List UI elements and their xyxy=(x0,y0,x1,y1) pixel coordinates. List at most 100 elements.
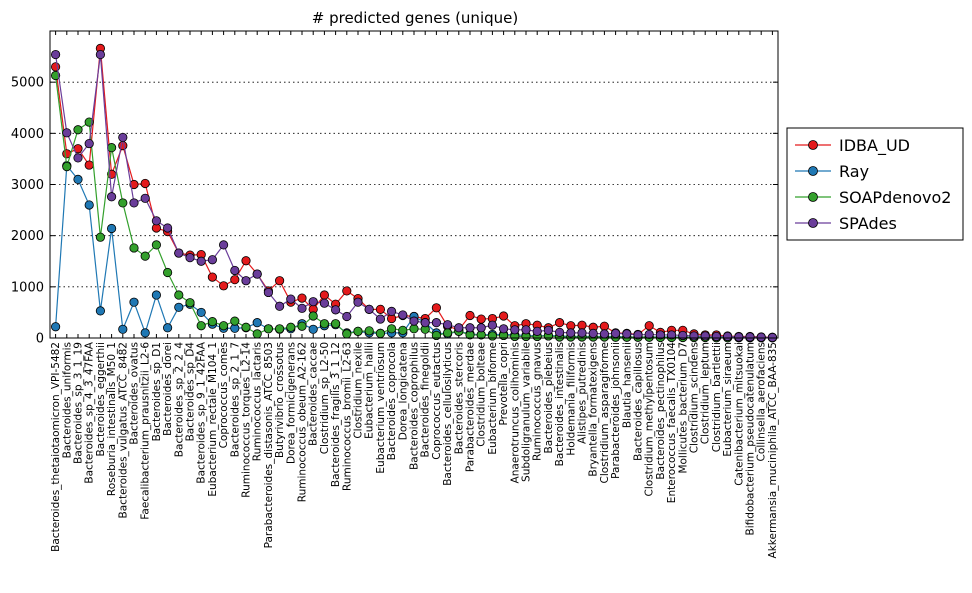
x-tick-label: Clostridium_sp_L2-50 xyxy=(319,342,331,454)
data-point-SOAPdenovo2 xyxy=(140,251,150,261)
data-point-SPAdes xyxy=(722,331,733,342)
data-point-SPAdes xyxy=(745,332,755,342)
data-point-SPAdes xyxy=(622,329,632,339)
data-point-SPAdes xyxy=(174,248,184,258)
data-point-SOAPdenovo2 xyxy=(386,324,397,334)
x-tick-label: Bacteroides_stercoris xyxy=(453,342,465,454)
x-tick-label: Holdemania_filiformis xyxy=(565,342,577,456)
data-point-IDBA_UD xyxy=(50,62,61,72)
y-tick-label: 2000 xyxy=(11,229,44,244)
data-point-SPAdes xyxy=(599,329,610,339)
legend-label: SOAPdenovo2 xyxy=(839,188,951,207)
data-point-SPAdes xyxy=(319,298,329,308)
data-point-SOAPdenovo2 xyxy=(342,329,352,339)
data-point-SPAdes xyxy=(95,49,106,60)
x-tick-label: Eubacterium_rectale_M104_1 xyxy=(207,342,219,497)
x-tick-label: Clostridium_bartlettii xyxy=(711,342,723,452)
y-tick-label: 3000 xyxy=(11,178,44,193)
x-tick-label: Bacteroides_finegoldii xyxy=(420,342,432,458)
x-tick-label: Eubacterium_biforme xyxy=(487,342,499,455)
data-point-SPAdes xyxy=(756,332,766,342)
data-point-SPAdes xyxy=(140,193,150,203)
data-point-SPAdes xyxy=(252,269,262,279)
data-point-IDBA_UD xyxy=(465,310,475,321)
series-line-IDBA_UD xyxy=(55,48,773,338)
x-tick-label: Bacteroides_intestinalis xyxy=(554,342,566,466)
data-point-SPAdes xyxy=(734,332,744,342)
data-point-SPAdes xyxy=(129,198,139,208)
data-point-IDBA_UD xyxy=(644,321,654,331)
x-tick-label: Clostridium_nexile xyxy=(353,342,365,439)
data-point-SPAdes xyxy=(73,153,83,163)
x-tick-label: Anaerotruncus_colihominis xyxy=(509,342,521,483)
x-tick-label: Clostridium_leptum xyxy=(700,342,712,444)
data-point-Ray xyxy=(84,200,94,210)
x-tick-label: Bacteroides_capillosus xyxy=(633,342,645,461)
data-point-Ray xyxy=(73,174,83,184)
data-point-SOAPdenovo2 xyxy=(129,243,139,253)
x-tick-label: Collinsella_aerofaciens xyxy=(756,342,768,461)
data-point-SOAPdenovo2 xyxy=(219,321,229,331)
data-point-SPAdes xyxy=(588,328,598,338)
x-tick-label: Clostridium_methylpentosum xyxy=(644,342,656,496)
data-point-SPAdes xyxy=(666,330,677,340)
legend-label: IDBA_UD xyxy=(839,136,910,156)
x-tick-label: Bacteroides_sp_3_1_19 xyxy=(73,342,85,464)
data-point-SOAPdenovo2 xyxy=(196,321,206,331)
x-tick-label: Ruminococcus_bromii_L2-63 xyxy=(341,342,353,491)
data-point-SOAPdenovo2 xyxy=(252,329,262,339)
x-tick-label: Bacteroides_dorei xyxy=(162,342,174,436)
data-point-SPAdes xyxy=(431,318,441,328)
x-tick-label: Bacteroides_coprocola xyxy=(386,342,398,460)
x-tick-label: Bacteroides_cellulosilyticus xyxy=(442,342,454,486)
y-tick-label: 5000 xyxy=(11,76,44,91)
data-point-SPAdes xyxy=(219,240,229,250)
data-point-SPAdes xyxy=(230,265,240,276)
x-tick-label: Eubacterium_siraeum xyxy=(722,342,734,457)
x-tick-label: Bacteroides_eggerthii xyxy=(95,342,107,456)
data-point-Ray xyxy=(140,328,150,338)
legend-marker xyxy=(808,166,818,176)
data-point-SPAdes xyxy=(644,329,654,340)
data-point-Ray xyxy=(196,307,206,318)
x-tick-label: Bacteroides_caccae xyxy=(308,342,320,446)
data-point-Ray xyxy=(118,324,128,334)
data-point-SPAdes xyxy=(398,310,408,320)
x-tick-label: Butyrivibrio_crossotus xyxy=(274,342,286,458)
data-point-IDBA_UD xyxy=(140,178,150,189)
x-tick-label: Bacteroides_vulgatus_ATCC_8482 xyxy=(117,342,129,518)
series-line-SOAPdenovo2 xyxy=(55,75,773,339)
legend-marker xyxy=(808,192,818,202)
data-point-SPAdes xyxy=(465,323,475,333)
x-tick-label: Ruminococcus_obeum_A2-162 xyxy=(297,342,309,502)
data-point-SOAPdenovo2 xyxy=(118,198,128,208)
data-point-IDBA_UD xyxy=(577,320,587,330)
data-point-SPAdes xyxy=(521,325,531,335)
x-tick-label: Clostridium_scindens xyxy=(689,342,701,453)
data-point-SOAPdenovo2 xyxy=(308,311,318,321)
x-tick-label: Parabacteroides_distasonis_ATCC_8503 xyxy=(263,342,275,548)
x-tick-label: Bacteroides_sp_D1 xyxy=(151,342,163,441)
data-point-SPAdes xyxy=(62,128,72,138)
x-tick-label: Bacteroides_coprophilus xyxy=(409,342,421,470)
data-point-IDBA_UD xyxy=(554,318,565,328)
y-tick-label: 4000 xyxy=(11,127,44,142)
data-point-SPAdes xyxy=(353,297,363,307)
x-tick-label: Bacteroides_ovatus xyxy=(129,342,141,445)
data-point-SPAdes xyxy=(633,330,643,340)
x-tick-label: Bacteroides_sp_D4 xyxy=(185,342,197,442)
x-tick-label: Mollicutes_bacterium_D7 xyxy=(677,342,689,474)
x-tick-label: Catenibacterium_mitsuokai xyxy=(733,342,745,486)
x-tick-label: Eubacterium_ventriosum xyxy=(375,342,387,474)
data-point-IDBA_UD xyxy=(599,321,610,331)
data-point-SPAdes xyxy=(442,320,453,330)
data-point-SPAdes xyxy=(196,256,206,266)
data-point-SPAdes xyxy=(263,287,273,298)
data-point-Ray xyxy=(174,302,184,312)
x-tick-label: Bacteroides_plebeius xyxy=(543,342,555,453)
x-tick-label: Dorea_longicatena xyxy=(397,342,409,440)
data-point-IDBA_UD xyxy=(84,160,94,170)
x-tick-label: Coprococcus_comes xyxy=(218,342,230,448)
data-point-IDBA_UD xyxy=(498,311,509,321)
data-point-SPAdes xyxy=(308,297,318,307)
